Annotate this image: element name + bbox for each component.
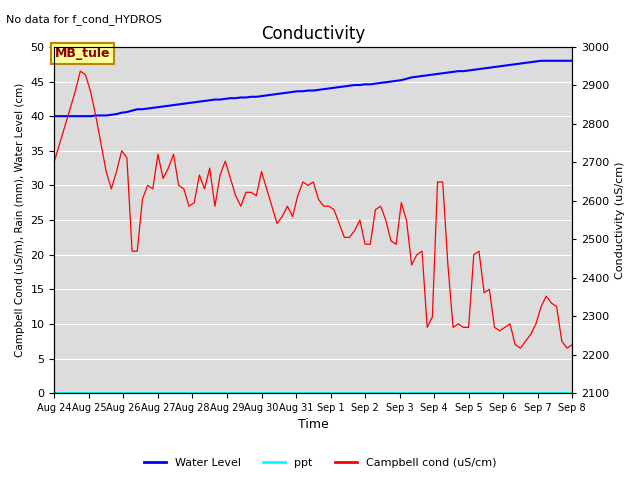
Y-axis label: Campbell Cond (uS/m), Rain (mm), Water Level (cm): Campbell Cond (uS/m), Rain (mm), Water L… (15, 83, 25, 357)
Y-axis label: Conductivity (uS/cm): Conductivity (uS/cm) (615, 161, 625, 279)
Legend: Water Level, ppt, Campbell cond (uS/cm): Water Level, ppt, Campbell cond (uS/cm) (140, 453, 500, 472)
Title: Conductivity: Conductivity (261, 24, 365, 43)
X-axis label: Time: Time (298, 419, 329, 432)
Text: MB_tule: MB_tule (54, 47, 110, 60)
Text: No data for f_cond_HYDROS: No data for f_cond_HYDROS (6, 14, 163, 25)
